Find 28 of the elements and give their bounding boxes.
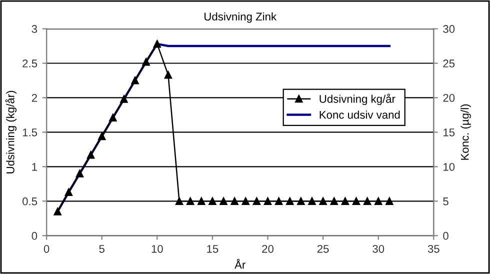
y2-tick-label: 25 — [443, 60, 455, 68]
chart-title: Udsivning Zink — [204, 12, 277, 23]
y2-tick-label: 10 — [444, 162, 455, 171]
y2-axis-title: Konc. (µg/l) — [460, 104, 471, 160]
y-tick-label: 0.5 — [22, 197, 38, 206]
y-tick-label: 2 — [32, 94, 37, 102]
y-tick-label: 0 — [32, 232, 38, 240]
legend-label: Konc udsiv vand — [320, 110, 400, 119]
x-tick-label: 30 — [372, 244, 384, 253]
x-tick-label: 15 — [207, 245, 218, 253]
y2-tick-label: 20 — [443, 94, 455, 102]
x-tick-label: 25 — [317, 244, 329, 253]
y-tick-label: 1 — [32, 163, 37, 171]
x-axis-title: År — [234, 258, 246, 269]
y2-tick-label: 5 — [443, 198, 448, 206]
legend-label: Udsivning kg/år — [320, 94, 396, 106]
y2-tick-label: 15 — [444, 128, 455, 136]
x-tick-label: 5 — [99, 245, 104, 253]
x-tick-label: 20 — [262, 244, 274, 253]
y-axis-title: Udsivning (kg/år) — [5, 90, 17, 174]
y-tick-label: 2.5 — [22, 60, 38, 68]
x-tick-label: 10 — [152, 244, 163, 253]
y2-tick-label: 30 — [443, 25, 455, 33]
y-tick-label: 1.5 — [22, 128, 38, 136]
x-tick-label: 0 — [44, 244, 50, 253]
y-tick-label: 3 — [32, 25, 38, 33]
y2-tick-label: 0 — [443, 232, 448, 240]
x-tick-label: 35 — [428, 244, 440, 253]
